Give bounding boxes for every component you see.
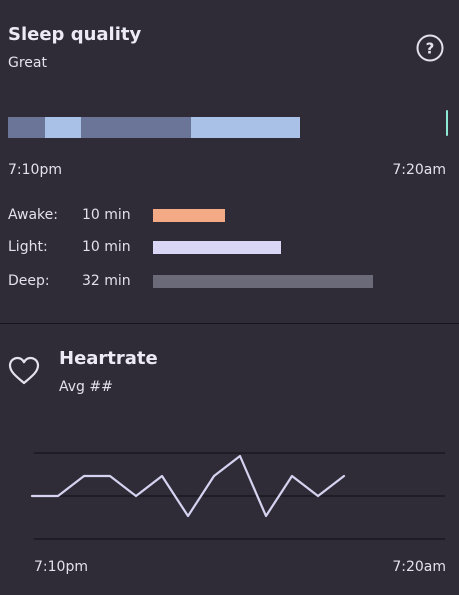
- timeline-segment-deep: [81, 117, 191, 138]
- timeline-segment-deep: [8, 117, 45, 138]
- stage-row-awake: Awake: 10 min: [0, 205, 459, 227]
- sleep-rating: Great: [8, 55, 47, 71]
- heartrate-average: Avg ##: [59, 379, 113, 395]
- section-divider: [0, 323, 459, 324]
- timeline-segment-light: [191, 117, 300, 138]
- timeline-segment-light: [45, 117, 81, 138]
- stage-row-deep: Deep: 32 min: [0, 271, 459, 293]
- heartrate-chart: [30, 452, 445, 540]
- stage-bar-awake: [153, 209, 225, 222]
- stage-bar-deep: [153, 275, 373, 288]
- svg-text:?: ?: [426, 40, 435, 58]
- stage-name: Light:: [8, 239, 48, 255]
- stage-name: Awake:: [8, 207, 58, 223]
- stage-duration: 32 min: [82, 273, 131, 289]
- stage-row-light: Light: 10 min: [0, 237, 459, 259]
- heartrate-start-time: 7:10pm: [34, 559, 88, 575]
- heartrate-end-time: 7:20am: [392, 559, 446, 575]
- stage-bar-light: [153, 241, 281, 254]
- timeline-current-marker: [446, 110, 448, 136]
- stage-name: Deep:: [8, 273, 50, 289]
- stage-duration: 10 min: [82, 239, 131, 255]
- heartrate-card: Heartrate Avg ## 7:10pm 7:20am: [0, 324, 459, 595]
- sleep-quality-card: Sleep quality Great ? 7:10pm 7:20am Awak…: [0, 24, 459, 293]
- heart-icon: [8, 356, 40, 385]
- sleep-end-time: 7:20am: [392, 162, 446, 178]
- sleep-timeline[interactable]: [8, 117, 300, 138]
- stage-duration: 10 min: [82, 207, 131, 223]
- heartrate-title: Heartrate: [59, 348, 158, 369]
- sleep-title: Sleep quality: [8, 24, 142, 45]
- heartrate-series-line: [30, 454, 346, 518]
- help-icon[interactable]: ?: [416, 34, 444, 62]
- sleep-start-time: 7:10pm: [8, 162, 62, 178]
